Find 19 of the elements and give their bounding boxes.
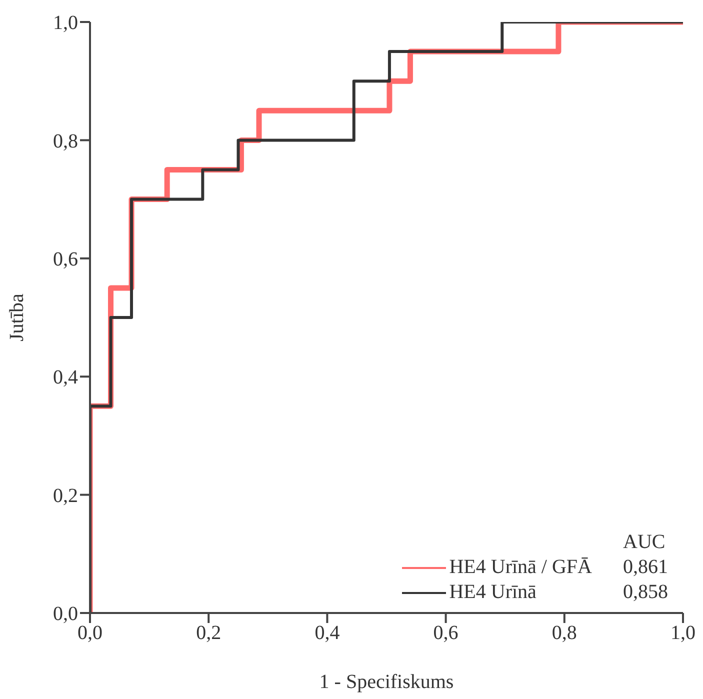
- annotation: 0,861: [622, 555, 669, 580]
- annotation: 0,858: [622, 580, 669, 605]
- y-tick-label: 0,2: [53, 484, 78, 507]
- y-tick-label: 0,6: [53, 248, 78, 270]
- y-axis-title: Jutība: [6, 293, 28, 342]
- y-tick-label: 0,8: [53, 130, 78, 152]
- x-tick-label: 0,2: [196, 622, 222, 644]
- y-tick-label: 0,0: [53, 603, 78, 626]
- y-tick-label: 1,0: [53, 12, 78, 34]
- x-tick-label: 1,0: [670, 622, 696, 644]
- legend-label: HE4 Urīnā: [448, 580, 538, 605]
- x-tick-label: 0,8: [552, 622, 577, 644]
- legend-label: HE4 Urīnā / GFĀ: [448, 555, 593, 580]
- y-tick-label: 0,4: [53, 366, 78, 389]
- x-tick-label: 0,0: [78, 622, 102, 644]
- x-axis-title: 1 - Specifiskums: [319, 671, 454, 693]
- x-tick-label: 0,4: [314, 622, 340, 644]
- annotation: AUC: [622, 530, 666, 555]
- x-tick-label: 0,6: [433, 622, 458, 644]
